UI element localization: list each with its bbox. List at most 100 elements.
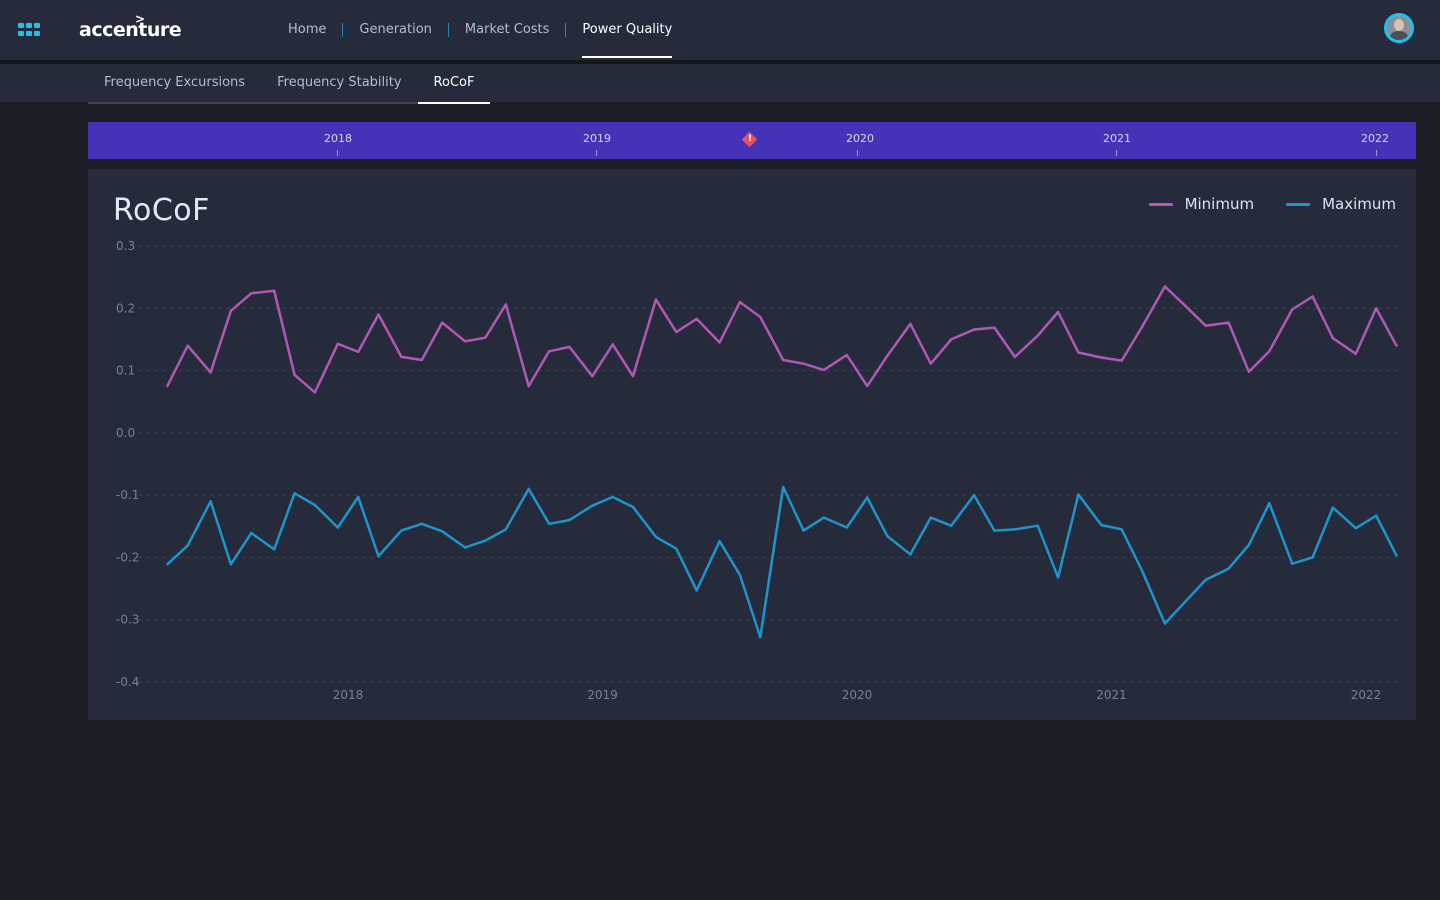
data-point-maximum[interactable] xyxy=(759,635,762,639)
data-point-minimum[interactable] xyxy=(1163,285,1167,288)
data-point-maximum[interactable] xyxy=(865,496,869,499)
data-point-minimum[interactable] xyxy=(1354,352,1358,355)
data-point-maximum[interactable] xyxy=(1374,514,1378,517)
data-point-maximum[interactable] xyxy=(929,516,933,519)
data-point-minimum[interactable] xyxy=(675,330,678,334)
data-point-minimum[interactable] xyxy=(1268,350,1271,353)
data-point-minimum[interactable] xyxy=(1331,336,1335,340)
nav-generation[interactable]: Generation xyxy=(359,22,432,37)
data-point-maximum[interactable] xyxy=(547,522,551,525)
data-point-maximum[interactable] xyxy=(1247,543,1251,547)
data-point-maximum[interactable] xyxy=(1140,569,1144,572)
data-point-maximum[interactable] xyxy=(1077,493,1080,496)
legend-item-minimum[interactable]: Minimum xyxy=(1148,195,1254,213)
data-point-minimum[interactable] xyxy=(654,298,658,301)
data-point-minimum[interactable] xyxy=(377,313,380,316)
data-point-maximum[interactable] xyxy=(1311,556,1314,559)
data-point-minimum[interactable] xyxy=(1227,321,1230,324)
data-point-minimum[interactable] xyxy=(1395,344,1398,347)
nav-market-costs[interactable]: Market Costs xyxy=(464,22,550,37)
data-point-maximum[interactable] xyxy=(377,554,380,558)
nav-power-quality[interactable]: Power Quality xyxy=(566,2,688,58)
data-point-minimum[interactable] xyxy=(356,350,360,354)
data-point-minimum[interactable] xyxy=(229,309,233,312)
data-point-maximum[interactable] xyxy=(313,503,317,507)
data-point-maximum[interactable] xyxy=(949,524,953,527)
data-point-minimum[interactable] xyxy=(484,336,487,339)
data-point-minimum[interactable] xyxy=(631,374,635,378)
data-point-maximum[interactable] xyxy=(356,495,360,499)
data-point-maximum[interactable] xyxy=(1013,528,1016,531)
data-point-minimum[interactable] xyxy=(738,300,742,304)
data-point-minimum[interactable] xyxy=(463,340,467,343)
data-point-maximum[interactable] xyxy=(781,485,785,489)
data-point-minimum[interactable] xyxy=(1100,356,1103,359)
data-point-minimum[interactable] xyxy=(527,384,530,388)
data-point-minimum[interactable] xyxy=(591,374,594,378)
data-point-minimum[interactable] xyxy=(547,350,551,353)
data-point-minimum[interactable] xyxy=(336,342,340,345)
data-point-maximum[interactable] xyxy=(591,504,594,507)
data-point-maximum[interactable] xyxy=(1120,528,1123,531)
data-point-minimum[interactable] xyxy=(1036,334,1039,337)
data-point-maximum[interactable] xyxy=(400,529,403,532)
series-line-minimum[interactable] xyxy=(166,285,1398,394)
data-point-maximum[interactable] xyxy=(1056,576,1060,579)
data-point-maximum[interactable] xyxy=(802,529,805,532)
data-point-minimum[interactable] xyxy=(1013,355,1016,359)
data-point-maximum[interactable] xyxy=(1395,554,1398,557)
data-point-minimum[interactable] xyxy=(568,345,571,349)
data-point-maximum[interactable] xyxy=(336,526,340,529)
data-point-minimum[interactable] xyxy=(1140,325,1144,329)
data-point-minimum[interactable] xyxy=(695,317,698,321)
data-point-minimum[interactable] xyxy=(759,315,762,319)
data-point-minimum[interactable] xyxy=(250,292,253,295)
data-point-maximum[interactable] xyxy=(1331,506,1335,509)
data-point-minimum[interactable] xyxy=(1290,308,1294,311)
data-point-minimum[interactable] xyxy=(1204,324,1207,327)
grid-icon[interactable] xyxy=(18,23,40,37)
data-point-minimum[interactable] xyxy=(1056,310,1060,314)
data-point-maximum[interactable] xyxy=(1227,567,1230,570)
tab-frequency-excursions[interactable]: Frequency Excursions xyxy=(104,75,246,90)
legend-item-maximum[interactable]: Maximum xyxy=(1286,195,1396,213)
series-line-maximum[interactable] xyxy=(166,485,1398,639)
data-point-maximum[interactable] xyxy=(1290,562,1294,565)
data-point-maximum[interactable] xyxy=(1354,526,1358,530)
data-point-maximum[interactable] xyxy=(250,531,253,535)
data-point-maximum[interactable] xyxy=(463,546,467,549)
data-point-maximum[interactable] xyxy=(504,528,507,531)
data-point-minimum[interactable] xyxy=(166,384,169,388)
data-point-maximum[interactable] xyxy=(1100,523,1103,527)
data-point-minimum[interactable] xyxy=(822,368,826,372)
data-point-maximum[interactable] xyxy=(420,522,424,525)
data-point-minimum[interactable] xyxy=(949,338,953,341)
data-point-maximum[interactable] xyxy=(1163,622,1167,625)
data-point-maximum[interactable] xyxy=(654,535,658,539)
tab-rocof[interactable]: RoCoF xyxy=(417,64,491,104)
data-point-minimum[interactable] xyxy=(845,353,849,357)
data-point-minimum[interactable] xyxy=(1374,307,1378,310)
data-point-maximum[interactable] xyxy=(1036,524,1039,527)
data-point-minimum[interactable] xyxy=(865,384,869,388)
data-point-minimum[interactable] xyxy=(993,326,996,329)
data-point-maximum[interactable] xyxy=(293,492,296,495)
data-point-maximum[interactable] xyxy=(909,553,912,556)
data-point-minimum[interactable] xyxy=(802,362,805,365)
data-point-minimum[interactable] xyxy=(611,343,614,346)
nav-home[interactable]: Home xyxy=(288,22,327,37)
data-point-maximum[interactable] xyxy=(527,487,530,491)
data-point-maximum[interactable] xyxy=(209,500,212,503)
data-point-minimum[interactable] xyxy=(400,355,403,359)
data-point-maximum[interactable] xyxy=(229,563,233,566)
tab-frequency-stability[interactable]: Frequency Stability xyxy=(277,75,402,90)
data-point-maximum[interactable] xyxy=(611,495,614,499)
data-point-minimum[interactable] xyxy=(718,341,721,344)
data-point-maximum[interactable] xyxy=(186,544,189,547)
data-point-maximum[interactable] xyxy=(484,539,487,542)
data-point-maximum[interactable] xyxy=(631,505,635,509)
timeline-scrubber[interactable]: 2018 2019 2020 2021 2022 ! xyxy=(88,122,1416,159)
data-point-maximum[interactable] xyxy=(1268,502,1271,505)
data-point-minimum[interactable] xyxy=(1311,295,1314,298)
data-point-maximum[interactable] xyxy=(440,530,444,533)
